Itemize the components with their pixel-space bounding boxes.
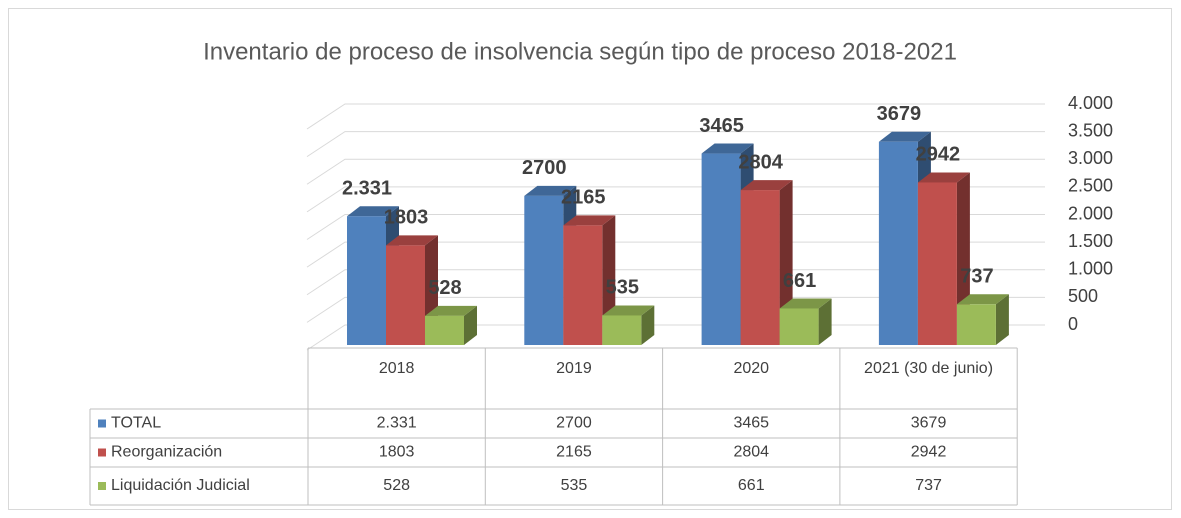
bar xyxy=(878,141,918,345)
bar xyxy=(563,225,603,345)
bar xyxy=(347,216,386,345)
y-tick-label: 500 xyxy=(1068,286,1098,306)
grid-line xyxy=(306,103,1045,130)
bar-top xyxy=(347,206,399,217)
legend-label: Reorganización xyxy=(111,444,222,461)
data-label: 2700 xyxy=(522,157,567,179)
legend-key xyxy=(98,419,106,428)
data-label: 1803 xyxy=(384,207,429,229)
table-value: 3465 xyxy=(733,415,769,432)
grid-line xyxy=(306,296,1045,323)
table-value: 2165 xyxy=(556,444,592,461)
data-label: 3679 xyxy=(877,103,922,125)
bar-side xyxy=(818,298,832,345)
bar-top xyxy=(425,305,477,316)
bar-top xyxy=(386,235,438,246)
y-tick-label: 3.500 xyxy=(1068,120,1113,140)
table-value: 661 xyxy=(738,477,765,494)
table-value: 3679 xyxy=(911,415,947,432)
bar xyxy=(740,190,780,345)
x-tick-label: 2018 xyxy=(378,360,415,377)
y-tick-label: 2.500 xyxy=(1068,176,1113,196)
legend-key xyxy=(98,448,106,457)
data-label: 2942 xyxy=(916,144,961,166)
table-value: 535 xyxy=(561,477,588,494)
bar xyxy=(779,308,819,345)
y-tick-label: 4.000 xyxy=(1068,93,1113,113)
y-tick-label: 1.000 xyxy=(1068,259,1113,279)
grid-line xyxy=(306,269,1045,296)
chart-title: Inventario de proceso de insolvencia seg… xyxy=(203,38,957,65)
table-value: 528 xyxy=(383,477,410,494)
grid-line xyxy=(306,186,1045,213)
data-label: 661 xyxy=(783,270,816,292)
bar-side xyxy=(995,294,1009,345)
bar-top xyxy=(524,185,577,196)
legend-label: TOTAL xyxy=(111,415,161,432)
data-label: 3465 xyxy=(699,115,744,137)
x-tick-label: 2021 (30 de junio) xyxy=(864,360,994,377)
table-header: 2020 xyxy=(733,360,770,377)
data-label: 2804 xyxy=(738,151,783,173)
table-value: 737 xyxy=(915,477,942,494)
bar xyxy=(386,245,425,345)
bar-top xyxy=(779,298,832,309)
bar-top xyxy=(956,294,1009,305)
table-value: 2942 xyxy=(911,444,947,461)
bar xyxy=(917,182,957,345)
table-value: 2.331 xyxy=(377,415,417,432)
table-header: 2021 (30 de junio) xyxy=(864,360,994,377)
bar-top xyxy=(740,180,793,191)
bar xyxy=(524,195,564,345)
bar-side xyxy=(641,305,655,345)
bar-top xyxy=(563,215,616,226)
grid-line xyxy=(306,131,1045,158)
legend-label: Liquidación Judicial xyxy=(111,477,250,494)
table-header: 2018 xyxy=(378,360,415,377)
bar-top xyxy=(701,143,754,154)
table-value: 2804 xyxy=(733,444,769,461)
grid-line xyxy=(306,158,1045,185)
bar-side xyxy=(464,305,477,345)
table-header: 2019 xyxy=(556,360,592,377)
data-label: 528 xyxy=(428,277,461,299)
data-label: 737 xyxy=(960,266,993,288)
table-value: 2700 xyxy=(556,415,592,432)
table-value: 1803 xyxy=(379,444,415,461)
x-tick-label: 2020 xyxy=(733,360,770,377)
bar-top xyxy=(602,305,655,316)
grid-line xyxy=(306,241,1045,268)
bar xyxy=(701,153,741,345)
y-tick-label: 1.500 xyxy=(1068,231,1113,251)
bar xyxy=(602,315,642,345)
data-label: 2165 xyxy=(561,187,606,209)
x-tick-label: 2019 xyxy=(556,360,592,377)
y-tick-label: 3.000 xyxy=(1068,148,1113,168)
grid-line xyxy=(306,214,1045,240)
bar-top xyxy=(878,131,931,142)
bar xyxy=(425,315,464,345)
bar xyxy=(956,304,996,345)
y-tick-label: 0 xyxy=(1068,314,1078,334)
data-label: 535 xyxy=(606,277,639,299)
data-label: 2.331 xyxy=(342,177,392,199)
bar-top xyxy=(917,172,970,183)
y-tick-label: 2.000 xyxy=(1068,203,1113,223)
legend-key xyxy=(98,482,106,490)
